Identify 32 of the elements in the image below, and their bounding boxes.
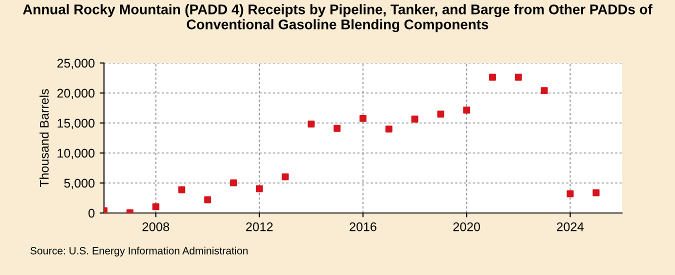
x-tick-label: 2020 bbox=[453, 222, 480, 232]
y-axis-title: Thousand Barrels bbox=[40, 89, 49, 188]
y-tick-label: 0 bbox=[88, 208, 94, 218]
point bbox=[385, 126, 392, 133]
point bbox=[489, 74, 496, 81]
point bbox=[463, 106, 470, 114]
point bbox=[360, 114, 366, 122]
point bbox=[566, 190, 574, 198]
point bbox=[540, 87, 548, 94]
point bbox=[411, 116, 418, 123]
point bbox=[308, 120, 315, 128]
y-tick-label: 5,000 bbox=[64, 178, 94, 190]
y-tick-label: 20,000 bbox=[57, 88, 94, 100]
x-tick-label: 2024 bbox=[556, 222, 584, 232]
y-tick-label: 10,000 bbox=[58, 148, 94, 160]
y-tick-label: 15,000 bbox=[58, 118, 94, 130]
point bbox=[230, 179, 237, 186]
point bbox=[204, 196, 212, 204]
point bbox=[282, 173, 289, 180]
x-tick-label: 2012 bbox=[246, 222, 273, 232]
point bbox=[514, 74, 522, 81]
x-tick-label: 2008 bbox=[142, 222, 170, 232]
point bbox=[592, 189, 600, 196]
x-tick-label: 2016 bbox=[350, 222, 376, 232]
point bbox=[256, 185, 263, 192]
point bbox=[152, 203, 160, 210]
point bbox=[334, 124, 341, 132]
point bbox=[437, 110, 444, 118]
source-note: Source: U.S. Energy Information Administration bbox=[30, 246, 248, 256]
y-tick-label: 25,000 bbox=[57, 58, 94, 70]
chart-title: Annual Rocky Mountain (PADD 4) Receipts by Pipeline, Tanker, and Barge from Other PADDs of Conventional Gasoline Blending Components bbox=[22, 4, 652, 32]
point bbox=[178, 186, 186, 194]
